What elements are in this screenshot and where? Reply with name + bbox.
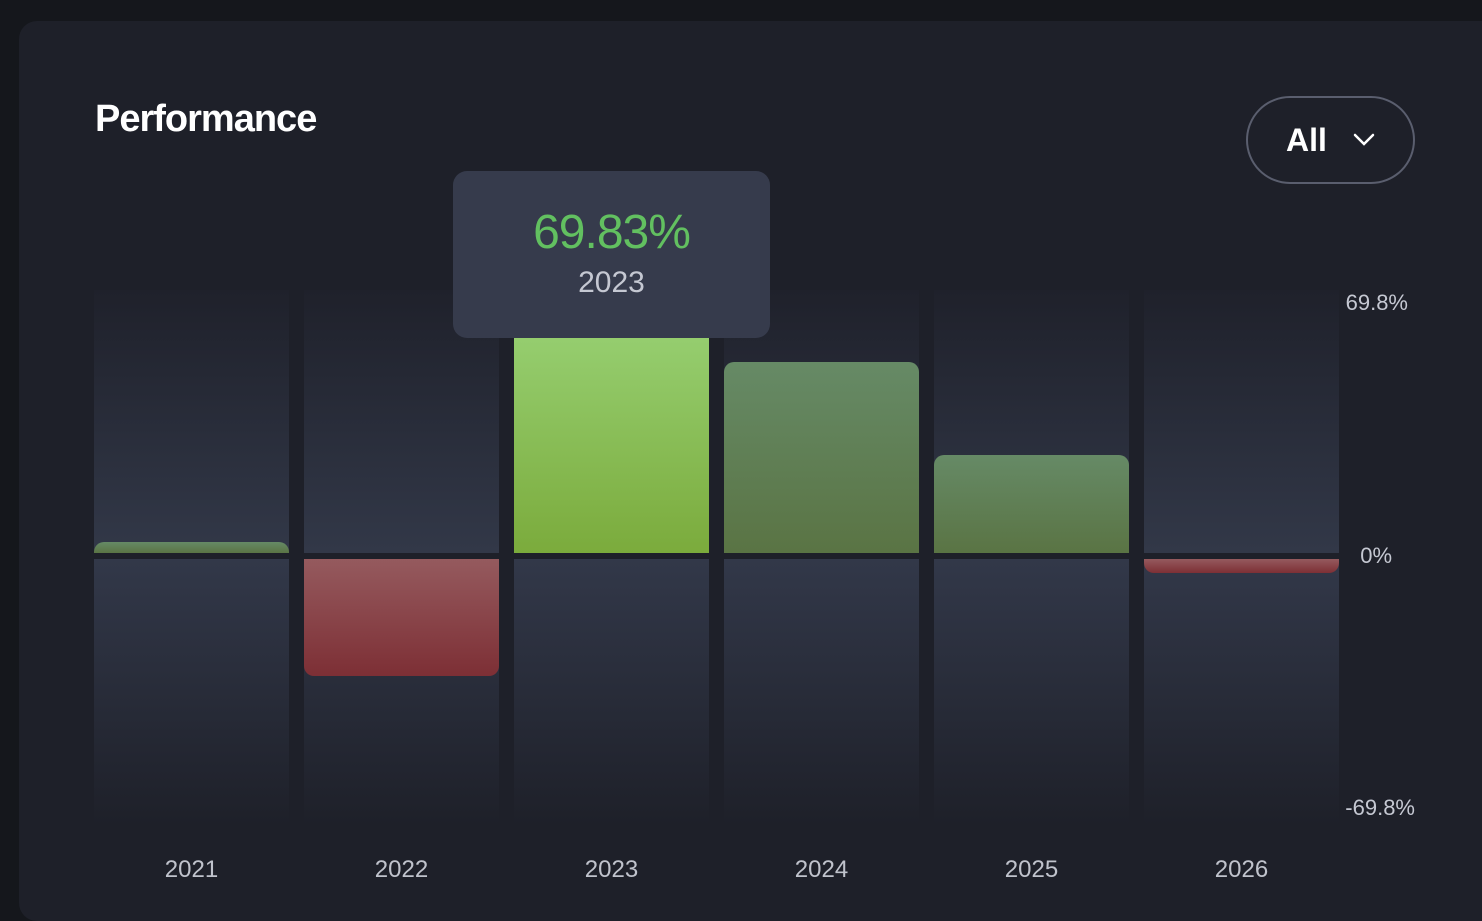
x-tick-label: 2026: [1214, 856, 1269, 883]
column-bg-bottom: [934, 559, 1129, 825]
y-tick-min: -69.8%: [1345, 795, 1415, 820]
x-tick-label: 2023: [584, 856, 639, 883]
x-tick-label: 2022: [374, 856, 429, 883]
page-title: Performance: [95, 98, 317, 140]
bar-2021[interactable]: [94, 542, 289, 553]
x-tick-label: 2025: [1004, 856, 1059, 883]
tooltip-value: 69.83%: [533, 206, 691, 259]
tooltip-label: 2023: [578, 266, 645, 299]
bar-2024[interactable]: [724, 361, 919, 553]
bar-2026[interactable]: [1144, 559, 1339, 574]
column-bg-bottom: [1144, 559, 1339, 825]
filter-selected-label: All: [1286, 121, 1327, 158]
chevron-down-icon: [1353, 133, 1375, 146]
y-tick-zero: 0%: [1360, 543, 1392, 568]
x-tick-label: 2021: [164, 856, 219, 883]
y-tick-max: 69.8%: [1345, 290, 1408, 315]
column-bg-bottom: [724, 559, 919, 825]
column-bg-top: [1144, 290, 1339, 553]
bar-2022[interactable]: [304, 559, 499, 677]
column-bg-bottom: [94, 559, 289, 825]
column-bg-bottom: [514, 559, 709, 825]
bar-2025[interactable]: [934, 455, 1129, 553]
column-bg-top: [94, 290, 289, 553]
x-tick-label: 2024: [794, 856, 849, 883]
period-filter-dropdown[interactable]: All: [1246, 96, 1415, 184]
chart-tooltip: 69.83% 2023: [453, 171, 770, 338]
